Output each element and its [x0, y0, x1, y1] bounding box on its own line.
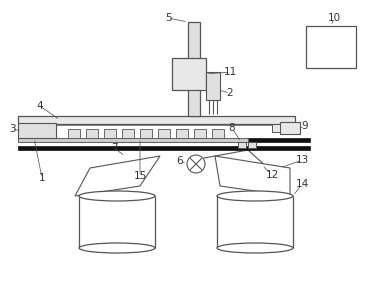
Bar [176, 129, 188, 138]
Bar [18, 116, 295, 124]
Text: 2: 2 [227, 88, 233, 98]
Text: 9: 9 [302, 121, 308, 131]
Bar [18, 138, 310, 142]
Bar [140, 129, 152, 138]
Text: 6: 6 [177, 156, 183, 166]
Text: 10: 10 [327, 13, 341, 23]
Bar [122, 129, 134, 138]
Bar [68, 129, 80, 138]
Bar [194, 129, 206, 138]
Bar [206, 72, 220, 100]
Bar [272, 124, 280, 132]
Ellipse shape [79, 191, 155, 201]
Text: 4: 4 [37, 101, 43, 111]
Polygon shape [215, 156, 290, 196]
Text: 5: 5 [165, 13, 171, 23]
Polygon shape [75, 156, 160, 196]
Bar [306, 26, 356, 68]
Bar [188, 22, 200, 116]
Text: 7: 7 [111, 143, 117, 153]
Bar [104, 129, 116, 138]
Text: 3: 3 [9, 124, 15, 134]
Bar [212, 129, 224, 138]
Bar [18, 123, 56, 138]
Text: 14: 14 [295, 179, 309, 189]
Ellipse shape [79, 243, 155, 253]
Text: 13: 13 [295, 155, 309, 165]
Ellipse shape [217, 243, 293, 253]
Bar [86, 129, 98, 138]
Bar [18, 146, 310, 150]
Ellipse shape [217, 191, 293, 201]
Bar [158, 129, 170, 138]
Bar [280, 122, 300, 134]
Text: 8: 8 [229, 123, 235, 133]
Text: 1: 1 [39, 173, 45, 183]
Bar [248, 142, 256, 148]
Text: 11: 11 [223, 67, 237, 77]
Text: 12: 12 [265, 170, 278, 180]
Bar [172, 58, 206, 90]
Bar [238, 142, 246, 148]
Text: 15: 15 [133, 171, 147, 181]
Bar [18, 138, 248, 142]
